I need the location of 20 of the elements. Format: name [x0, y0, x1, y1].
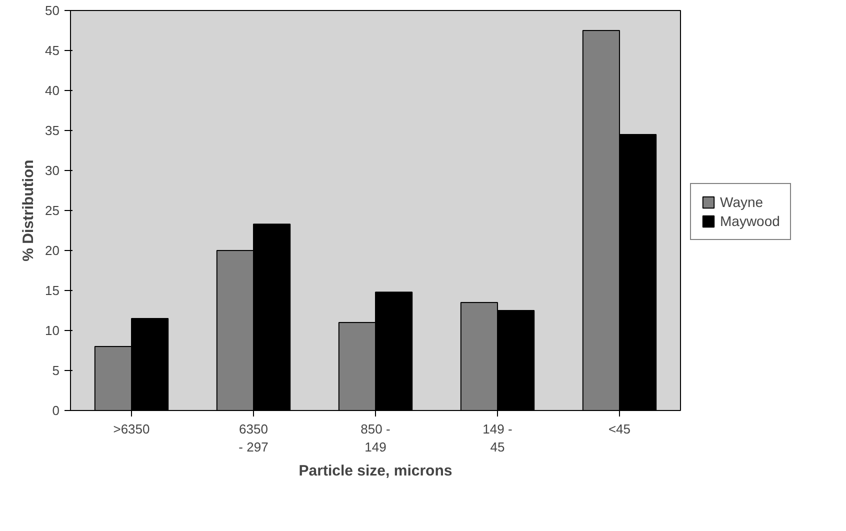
- y-tick-label: 20: [45, 243, 60, 258]
- y-tick-label: 40: [45, 83, 60, 98]
- x-axis-title: Particle size, microns: [298, 462, 452, 480]
- y-tick-label: 35: [45, 123, 60, 138]
- y-tick-label: 25: [45, 203, 60, 218]
- y-tick-label: 50: [45, 3, 60, 18]
- x-tick-label: 6350 - 297: [238, 422, 268, 454]
- x-tick-label: 149 - 45: [482, 422, 512, 454]
- y-tick-label: 30: [45, 163, 60, 178]
- x-tick-label: >6350: [113, 422, 150, 436]
- legend-label: Wayne: [720, 194, 764, 210]
- legend-label: Maywood: [720, 213, 780, 229]
- y-tick-label: 0: [52, 403, 60, 418]
- y-tick-label: 10: [45, 323, 60, 338]
- y-tick-label: 5: [52, 363, 60, 378]
- y-tick-label: 15: [45, 283, 60, 298]
- x-tick-label: <45: [608, 422, 631, 436]
- x-tick-label: 850 - 149: [360, 422, 390, 454]
- y-axis-title: % Distribution: [20, 160, 38, 262]
- y-tick-label: 45: [45, 43, 60, 58]
